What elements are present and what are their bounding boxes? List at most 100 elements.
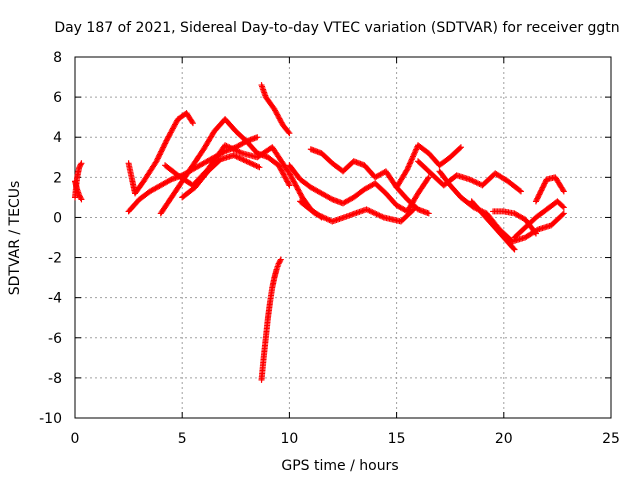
data-point <box>156 152 163 159</box>
y-axis-title: SDTVAR / TECUs <box>7 181 23 296</box>
data-point <box>541 180 548 187</box>
x-axis: 0 5 10 15 20 25 <box>71 57 620 447</box>
data-point <box>286 182 293 189</box>
data-point <box>77 161 84 168</box>
data-point <box>403 167 410 174</box>
data-point <box>511 246 518 253</box>
series-arc-9 <box>258 82 293 137</box>
data-point <box>533 197 540 204</box>
x-tick-label: 25 <box>602 431 620 447</box>
data-point <box>535 192 542 199</box>
series-arc-8 <box>258 256 284 383</box>
data-point <box>559 211 566 218</box>
data-point <box>425 174 432 181</box>
data-point <box>158 148 165 155</box>
data-point <box>160 143 167 150</box>
data-point <box>409 207 416 214</box>
data-point <box>560 188 567 195</box>
x-tick-label: 5 <box>178 431 187 447</box>
data-point <box>161 141 168 148</box>
data-point <box>510 245 517 252</box>
y-tick-label: 6 <box>53 90 62 106</box>
data-point <box>536 190 543 197</box>
data-point <box>285 129 292 136</box>
data-point <box>542 179 549 186</box>
data-point <box>277 257 284 264</box>
grid <box>75 57 611 418</box>
data-point <box>532 229 539 236</box>
data-point <box>517 188 524 195</box>
y-tick-label: -6 <box>48 331 62 347</box>
series-arc-17 <box>490 208 539 237</box>
series-arc-13 <box>393 142 464 191</box>
series-arc-14 <box>415 158 524 195</box>
data-series <box>72 82 567 383</box>
series-arc-5 <box>157 116 293 217</box>
data-point <box>327 195 334 202</box>
data-point <box>158 147 165 154</box>
y-tick-label: -8 <box>48 371 62 387</box>
data-point <box>157 150 164 157</box>
data-point <box>277 256 284 263</box>
x-tick-label: 10 <box>280 431 298 447</box>
data-point <box>534 195 541 202</box>
data-point <box>189 118 196 125</box>
data-point <box>538 185 545 192</box>
data-point <box>156 151 163 158</box>
data-point <box>162 140 169 147</box>
data-point <box>425 210 432 217</box>
y-tick-label: 4 <box>53 130 62 146</box>
plot-frame <box>74 56 612 419</box>
data-point <box>541 181 547 188</box>
data-point <box>285 181 292 188</box>
data-point <box>540 183 547 190</box>
series-arc-3 <box>125 110 196 197</box>
data-point <box>538 187 545 194</box>
x-tick-label: 20 <box>495 431 513 447</box>
data-point <box>78 160 85 167</box>
y-tick-label: -10 <box>39 411 62 427</box>
y-tick-label: 8 <box>53 50 62 66</box>
data-point <box>159 145 166 152</box>
y-tick-label: -2 <box>48 251 62 267</box>
data-point <box>559 203 566 210</box>
data-point <box>532 230 539 237</box>
y-tick-label: 2 <box>53 170 62 186</box>
data-point <box>189 120 196 127</box>
y-axis: -10 -8 -6 -4 -2 0 2 4 6 8 <box>39 50 611 427</box>
data-point <box>424 175 431 182</box>
x-tick-label: 15 <box>388 431 406 447</box>
data-point <box>155 154 162 161</box>
y-tick-label: 0 <box>53 210 62 226</box>
series-arc-11 <box>307 146 432 217</box>
data-point <box>534 194 541 201</box>
series-arc-12 <box>297 198 417 225</box>
data-point <box>162 138 169 145</box>
series-arc-19 <box>532 174 567 205</box>
data-point <box>153 158 160 165</box>
data-point <box>154 155 161 162</box>
data-point <box>532 198 539 205</box>
x-tick-label: 0 <box>71 431 80 447</box>
data-point <box>560 187 567 194</box>
data-point <box>516 187 523 194</box>
data-point <box>167 177 174 184</box>
data-point <box>154 156 161 163</box>
data-point <box>160 144 167 151</box>
series-arc-7 <box>179 152 263 201</box>
data-point <box>560 210 567 217</box>
data-point <box>536 191 543 198</box>
data-point <box>78 196 85 203</box>
data-point <box>537 188 544 195</box>
data-point <box>456 145 463 152</box>
x-axis-title: GPS time / hours <box>281 458 398 474</box>
y-tick-label: -4 <box>48 291 62 307</box>
data-point <box>163 137 170 144</box>
data-point <box>77 195 84 202</box>
data-point <box>457 144 464 151</box>
series-arc-18 <box>511 198 567 241</box>
series-arc-2 <box>72 178 85 203</box>
data-point <box>560 204 567 211</box>
chart-title: Day 187 of 2021, Sidereal Day-to-day VTE… <box>54 20 619 36</box>
